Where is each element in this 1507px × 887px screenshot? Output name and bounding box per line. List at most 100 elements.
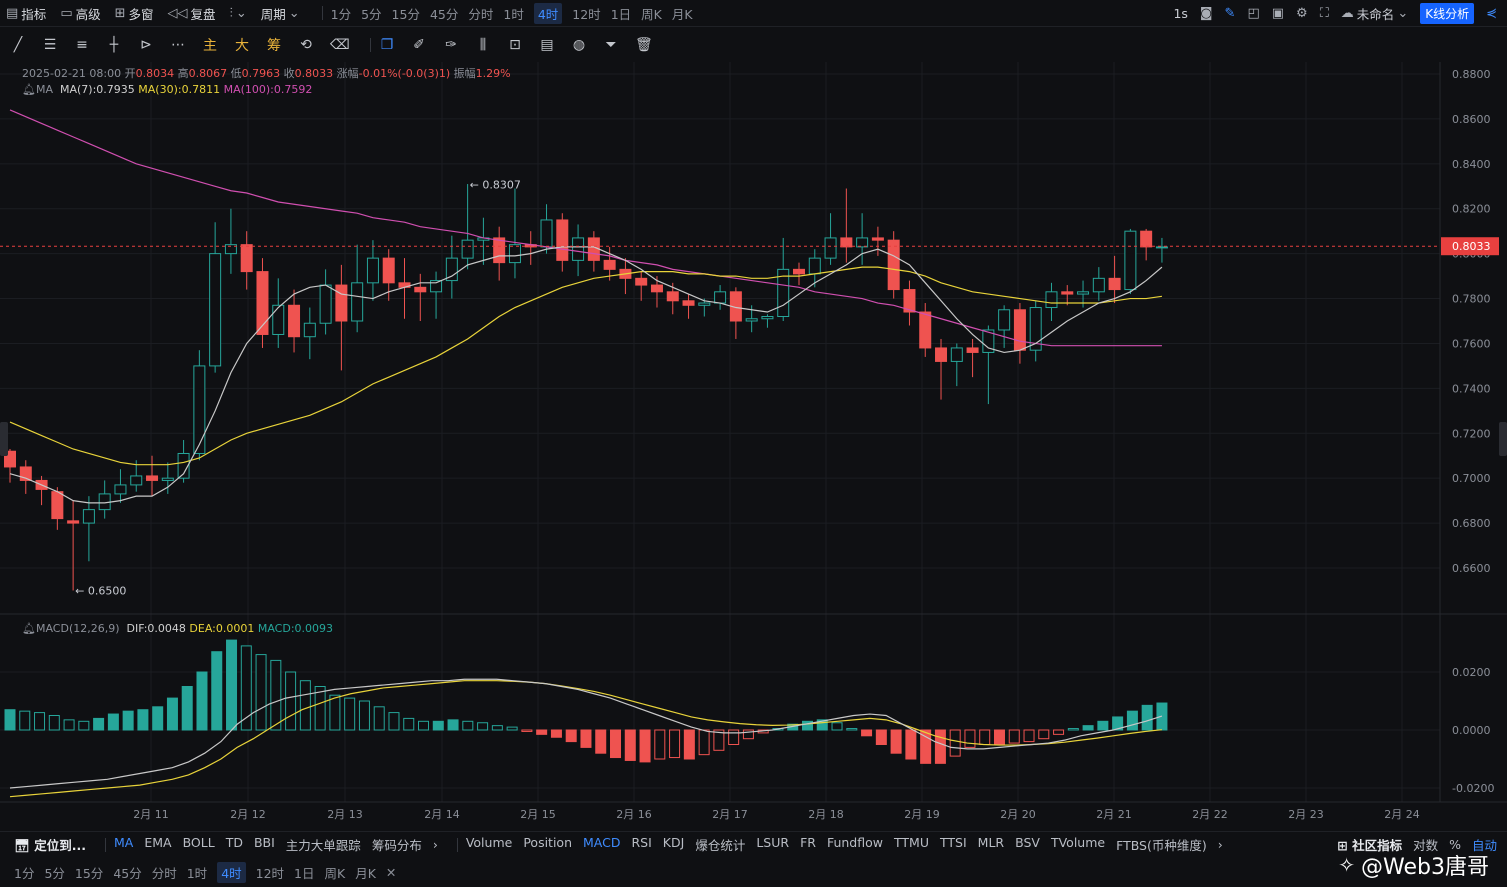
- sub-indicator-1[interactable]: Position: [523, 835, 572, 850]
- candle-body-60: [950, 347, 963, 362]
- window-icon[interactable]: ◰: [1247, 6, 1260, 21]
- sub-indicator-4[interactable]: KDJ: [662, 835, 685, 850]
- timeframe-tab-3[interactable]: 45分: [429, 6, 459, 22]
- percent-scale-toggle[interactable]: %: [1449, 837, 1461, 852]
- bottom-timeframe-tab-7[interactable]: 12时: [255, 865, 285, 881]
- brush-icon[interactable]: ✑: [445, 37, 457, 53]
- period-dropdown[interactable]: 周期 ⌄: [260, 5, 300, 22]
- locate-button[interactable]: 📅︎ 定位到...: [14, 838, 86, 853]
- bottom-timeframe-tab-8[interactable]: 1日: [294, 865, 315, 881]
- price-tick-1: 0.8600: [1452, 113, 1491, 126]
- advanced-button[interactable]: ▭ 高级: [60, 5, 101, 22]
- sub-indicator-9[interactable]: TTMU: [893, 835, 929, 850]
- ma100-line: [9, 109, 1162, 347]
- chart-settings-icon[interactable]: ▣: [1271, 6, 1285, 21]
- sub-indicator-10[interactable]: TTSI: [939, 835, 967, 850]
- sub-indicator-3[interactable]: RSI: [631, 835, 652, 850]
- bottom-timeframe-tab-1[interactable]: 5分: [44, 865, 65, 881]
- main-indicator-1[interactable]: EMA: [144, 835, 172, 850]
- ruler-icon[interactable]: ✐: [413, 37, 425, 53]
- share-icon[interactable]: ⋞: [1486, 6, 1497, 21]
- lock-icon[interactable]: ⊡: [509, 37, 521, 53]
- timeframe-tab-7[interactable]: 12时: [572, 6, 601, 22]
- sub-indicator-6[interactable]: LSUR: [756, 835, 790, 850]
- chip-button[interactable]: 筹: [267, 38, 281, 54]
- bottom-timeframe-tab-2[interactable]: 15分: [74, 865, 104, 881]
- bottom-timeframe-tab-6[interactable]: 4时: [217, 861, 246, 883]
- sub-indicator-8[interactable]: Fundflow: [826, 835, 883, 850]
- sub-indicator-0[interactable]: Volume: [465, 835, 513, 850]
- note-icon[interactable]: ▤: [540, 37, 554, 53]
- timeframe-tab-6[interactable]: 4时: [533, 2, 563, 24]
- bell-icon[interactable]: 🔔︎: [22, 83, 36, 96]
- pitchfork-icon[interactable]: ⊳: [140, 37, 152, 53]
- sub-indicator-7[interactable]: FR: [800, 835, 816, 850]
- sub-indicator-11[interactable]: MLR: [977, 835, 1005, 850]
- macd-bar-4: [63, 719, 75, 731]
- sub-indicator-12[interactable]: BSV: [1015, 835, 1040, 850]
- macd-bar-71: [1053, 729, 1065, 735]
- bottom-timeframe-tab-10[interactable]: 月K: [355, 865, 376, 881]
- chart-area[interactable]: 0.88000.86000.84000.82000.80000.78000.76…: [0, 62, 1507, 832]
- replay-button[interactable]: ◁◁ 复盘: [167, 5, 216, 22]
- chevron-right-icon[interactable]: ›: [432, 837, 438, 852]
- main-indicator-2[interactable]: BOLL: [182, 835, 215, 850]
- candle-body-19: [303, 322, 316, 338]
- draw-icon[interactable]: ✎: [1224, 6, 1236, 21]
- copy-icon[interactable]: ❐: [380, 37, 394, 53]
- auto-scale-toggle[interactable]: 自动: [1471, 838, 1497, 853]
- trend-line-icon[interactable]: ╱: [13, 37, 23, 53]
- timeframe-tab-1[interactable]: 5分: [361, 6, 382, 22]
- camera-icon[interactable]: ◙: [1199, 6, 1213, 21]
- bottom-timeframe-tab-9[interactable]: 周K: [324, 865, 346, 881]
- bottom-timeframe-tab-3[interactable]: 45分: [113, 865, 142, 881]
- chevron-right-icon[interactable]: ›: [1217, 837, 1223, 852]
- candles-icon[interactable]: ⫼: [479, 37, 487, 53]
- multi-window-button[interactable]: ⊞ 多窗: [114, 5, 154, 22]
- gear-icon[interactable]: ⚙: [1296, 6, 1308, 21]
- bottom-timeframe-tab-4[interactable]: 分时: [151, 865, 177, 881]
- main-indicator-6[interactable]: 筹码分布: [371, 838, 422, 853]
- main-indicator-4[interactable]: BBI: [253, 835, 275, 850]
- eraser-icon[interactable]: ⌫: [330, 37, 350, 53]
- sub-indicator-5[interactable]: 爆仓统计: [695, 838, 746, 853]
- refresh-icon[interactable]: ⟲: [300, 37, 312, 53]
- bell-icon[interactable]: 🔔︎: [22, 622, 36, 635]
- low-label: 低: [230, 67, 242, 80]
- bottom-timeframe-tab-5[interactable]: 1时: [186, 865, 208, 881]
- sub-indicator-13[interactable]: TVolume: [1050, 835, 1106, 850]
- indicator-button[interactable]: ▤ 指标: [6, 5, 47, 22]
- interval-label[interactable]: 1s: [1173, 6, 1188, 21]
- chart-type-button[interactable]: ⫶ ⌄: [230, 6, 247, 21]
- fullscreen-icon[interactable]: ⛶: [1319, 6, 1329, 21]
- log-scale-toggle[interactable]: 对数: [1413, 838, 1439, 853]
- main-indicator-0[interactable]: MA: [113, 835, 134, 850]
- bottom-timeframe-tab-0[interactable]: 1分: [14, 865, 35, 881]
- main-indicator-3[interactable]: TD: [225, 835, 243, 850]
- filter-icon[interactable]: ⏷: [605, 37, 617, 53]
- layout-name-dropdown[interactable]: ☁ 未命名 ⌄: [1340, 6, 1409, 22]
- crosshair-line-icon[interactable]: ┼: [109, 37, 119, 53]
- trash-icon[interactable]: 🗑: [635, 37, 653, 53]
- timeframe-tab-2[interactable]: 15分: [391, 6, 420, 22]
- ma100-value: MA(100):0.7592: [223, 83, 313, 96]
- sub-indicator-2[interactable]: MACD: [583, 835, 621, 850]
- kline-analysis-button[interactable]: K线分析: [1420, 3, 1475, 24]
- horizontal-lines-icon[interactable]: ☰: [43, 37, 57, 53]
- timeframe-tab-10[interactable]: 月K: [671, 6, 693, 22]
- parallel-channel-icon[interactable]: ≡: [76, 37, 88, 53]
- timeframe-tab-4[interactable]: 分时: [468, 6, 494, 22]
- magnet-icon[interactable]: ◍: [572, 37, 586, 53]
- community-indicators-button[interactable]: ⊞ 社区指标: [1337, 838, 1403, 853]
- close-icon[interactable]: ✕: [385, 864, 397, 880]
- main-force-button[interactable]: 主: [203, 38, 217, 54]
- timeframe-tab-0[interactable]: 1分: [330, 6, 352, 22]
- timeframe-tab-5[interactable]: 1时: [503, 6, 524, 22]
- macd-bar-38: [565, 729, 577, 743]
- big-order-button[interactable]: 大: [235, 38, 249, 54]
- main-indicator-5[interactable]: 主力大单跟踪: [285, 838, 361, 853]
- timeframe-tab-8[interactable]: 1日: [610, 6, 632, 22]
- sub-indicator-14[interactable]: FTBS(币种维度): [1116, 838, 1207, 853]
- more-tools-icon[interactable]: ⋯: [171, 37, 185, 53]
- timeframe-tab-9[interactable]: 周K: [641, 6, 662, 22]
